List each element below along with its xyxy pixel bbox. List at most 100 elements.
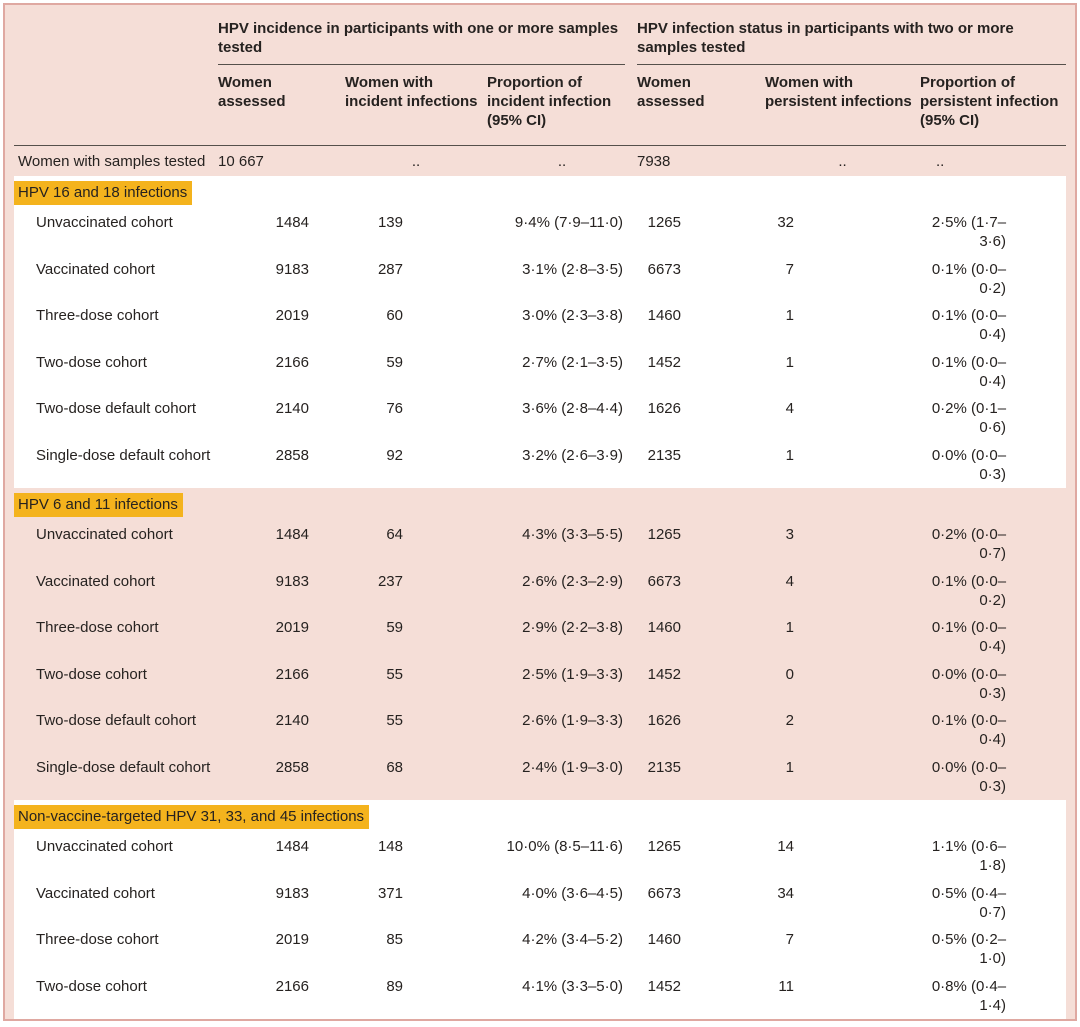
cell-c5: 2135 [647,758,681,776]
cell-c2: 2166 [275,977,309,995]
cell-c7: 0·5% (0·2–1·0) [931,931,1007,967]
cell-c5: 1265 [647,214,681,231]
cell-c3: 60 [386,307,403,324]
cell-c3: 64 [386,526,403,543]
cell-c2: 10 667 [218,152,264,170]
cell-c4: 4·2% (3·4–5·2) [522,931,623,948]
cell-c4: .. [557,152,567,170]
cell-c4: 4·1% (3·3–5·0) [522,977,623,995]
cell-c6: 1 [785,758,794,776]
corner-cell [14,15,218,65]
section-header-row: Non-vaccine-targeted HPV 31, 33, and 45 … [14,799,1067,833]
cell-c4: 3·2% (2·6–3·9) [522,446,623,464]
cell-c3: 59 [386,619,403,636]
table-row: Single-dose default cohort 2858 92 3·2% (2·… [14,441,1067,488]
cell-c2: 2166 [275,665,309,683]
cell-c4: 2·9% (2·2–3·8) [522,619,623,636]
cell-c7: 0·0% (0·0–0·3) [931,446,1007,483]
cell-c3: 55 [386,665,403,683]
cell-c6: 1 [785,353,794,371]
cell-c4: 4·3% (3·3–5·5) [522,526,623,543]
cell-c6: 7 [785,260,794,278]
cell-c5: 1460 [647,619,681,636]
section-title-cell: Non-vaccine-targeted HPV 31, 33, and 45 … [14,800,1066,833]
cell-c3: 68 [386,758,403,776]
table-row: Unvaccinated cohort 1484 139 9·4% (7·9–11·0… [14,208,1067,255]
group-header-infection-status-label: HPV infection status in participants wit… [637,19,1067,65]
cell-c5: 7938 [637,152,671,170]
cell-c3: 85 [386,931,403,948]
cell-c6: 3 [785,526,794,543]
column-header-row: Women assessed Women with incident infec… [14,65,1067,146]
section-title-cell: HPV 6 and 11 infections [14,488,1066,521]
cell-c7: 0·0% (0·0–0·3) [931,758,1007,795]
cell-c4: 3·1% (2·8–3·5) [522,260,623,278]
col-header-incident-proportion: Proportion of incident infection (95% CI… [487,65,637,146]
col-header-women-assessed-1: Women assessed [218,65,345,146]
col-header-women-assessed-2: Women assessed [637,65,765,146]
group-header-row: HPV incidence in participants with one o… [14,15,1067,65]
table-row: Vaccinated cohort 9183 287 3·1% (2·8–3·5) 66… [14,255,1067,302]
cell-c3: 76 [386,400,403,417]
cell-c5: 1452 [647,977,681,995]
table-row: Three-dose cohort 2019 59 2·9% (2·2–3·8) 146… [14,614,1066,661]
table-header: HPV incidence in participants with one o… [14,15,1067,146]
cell-c4: 9·4% (7·9–11·0) [514,214,623,231]
section-title-highlight: Non-vaccine-targeted HPV 31, 33, and 45 … [14,804,370,829]
cell-c2: 2858 [275,446,309,464]
row-label: Vaccinated cohort [36,572,155,590]
cell-c7: 0·1% (0·0–0·4) [931,619,1007,655]
table-row: Two-dose default cohort2140612·9% (2·2–3… [14,1018,1067,1020]
cell-c5: 6673 [647,572,681,590]
cell-c3: 287 [377,260,403,278]
cell-c6: 2 [785,712,794,729]
cell-c2: 1484 [275,526,309,543]
table-row: Two-dose default cohort 2140 76 3·6% (2·8–4… [14,394,1067,441]
cell-c2: 2166 [275,353,309,371]
cell-c3: .. [411,152,421,170]
cell-c4: 10·0% (8·5–11·6) [506,838,623,855]
cell-c7: 0·1% (0·0–0·4) [920,1019,1066,1020]
row-label: Vaccinated cohort [36,884,155,902]
cell-c5: 1460 [647,307,681,324]
cell-c6: 11 [778,977,794,995]
cell-c6: 1 [785,307,794,324]
col-header-persistent-infections: Women with persistent infections [765,65,920,146]
table-row: Vaccinated cohort 9183 237 2·6% (2·3–2·9) 66… [14,567,1066,614]
cell-c7: 0·1% (0·0–0·2) [931,572,1007,609]
cell-c5: 1452 [647,665,681,683]
cell-c7: 0·1% (0·0–0·4) [931,712,1007,748]
cell-c4: 3·6% (2·8–4·4) [522,400,623,417]
table-row: Two-dose default cohort 2140 55 2·6% (1·9–3… [14,707,1066,754]
section-header-row: HPV 6 and 11 infections [14,488,1066,521]
cell-c3: 371 [377,884,403,902]
cell-c2: 2140 [275,712,309,729]
cell-c6: 34 [777,884,794,902]
cell-c2: 9183 [275,260,309,278]
row-label: Single-dose default cohort [36,446,211,464]
cell-c4: 2·6% (1·9–3·3) [522,712,623,729]
row-label: Three-dose cohort [36,931,159,948]
row-label: Two-dose default cohort [36,712,197,729]
section-title-cell: HPV 16 and 18 infections [14,176,1066,209]
cell-c2: 1484 [275,838,309,855]
cell-c7: 1·1% (0·6–1·8) [931,838,1007,874]
row-label: Unvaccinated cohort [36,526,173,543]
cell-c3: 139 [377,214,403,231]
cell-c6: 14 [777,838,794,855]
cell-c3: 89 [386,977,403,995]
table-row: Three-dose cohort 2019 85 4·2% (3·4–5·2) 146… [14,925,1067,972]
row-label: Three-dose cohort [36,619,159,636]
row-label-column-header [14,65,218,146]
cell-c6: 0 [785,665,794,683]
cell-c4: 2·4% (1·9–3·0) [522,758,623,776]
cell-c5: 6673 [647,884,681,902]
cell-c7: 0·0% (0·0–0·3) [931,665,1007,702]
cell-c2: 2140 [275,400,309,417]
section-title-highlight: HPV 6 and 11 infections [14,492,183,517]
cell-c6: 1 [785,446,794,464]
cell-c3: 237 [377,572,403,590]
row-label: Three-dose cohort [36,307,159,324]
cell-c3: 59 [386,353,403,371]
cell-c4: 2·6% (2·3–2·9) [522,572,623,590]
